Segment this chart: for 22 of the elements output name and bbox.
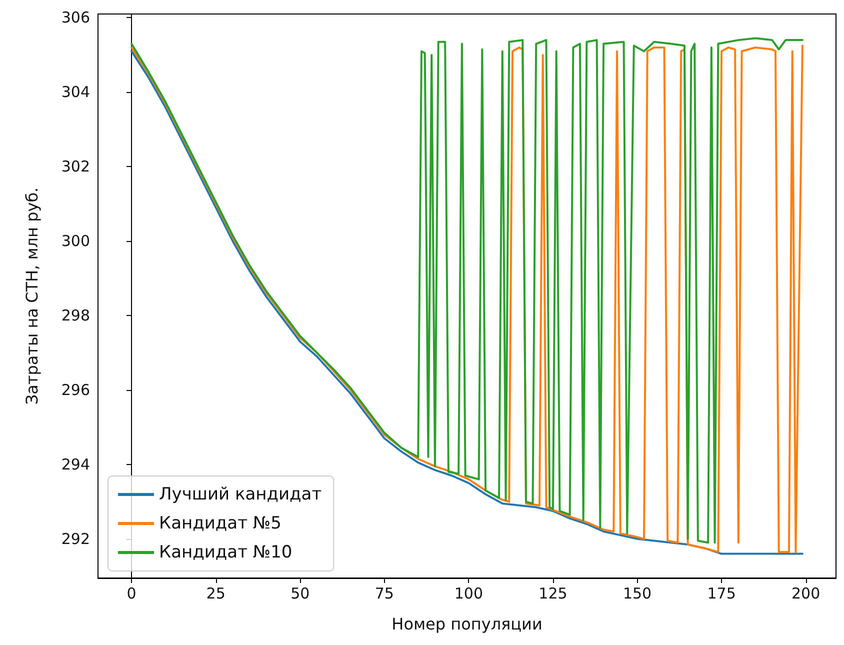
x-tick-label: 0 bbox=[126, 584, 136, 602]
x-tick-label: 175 bbox=[707, 584, 736, 602]
legend-label: Лучший кандидат bbox=[159, 484, 322, 504]
y-tick-label: 296 bbox=[61, 381, 90, 399]
x-tick-label: 100 bbox=[454, 584, 484, 602]
y-tick-label: 304 bbox=[61, 83, 90, 102]
y-tick-label: 306 bbox=[61, 8, 90, 27]
y-axis-title: Затраты на СТН, млн руб. bbox=[22, 187, 42, 405]
x-tick-label: 75 bbox=[374, 584, 394, 602]
x-tick-label: 200 bbox=[792, 584, 820, 602]
x-axis-title: Номер популяции bbox=[392, 614, 542, 634]
y-tick-label: 302 bbox=[61, 158, 90, 176]
legend-label: Кандидат №10 bbox=[159, 542, 292, 562]
x-tick-label: 150 bbox=[622, 584, 652, 602]
y-tick-label: 292 bbox=[61, 530, 90, 548]
y-tick-label: 298 bbox=[61, 306, 90, 325]
x-tick-label: 50 bbox=[290, 584, 310, 602]
y-tick-label: 294 bbox=[61, 455, 90, 474]
y-tick-label: 300 bbox=[61, 232, 90, 250]
legend-label: Кандидат №5 bbox=[159, 514, 282, 534]
x-tick-label: 125 bbox=[538, 584, 568, 602]
x-tick-label: 25 bbox=[206, 584, 226, 602]
